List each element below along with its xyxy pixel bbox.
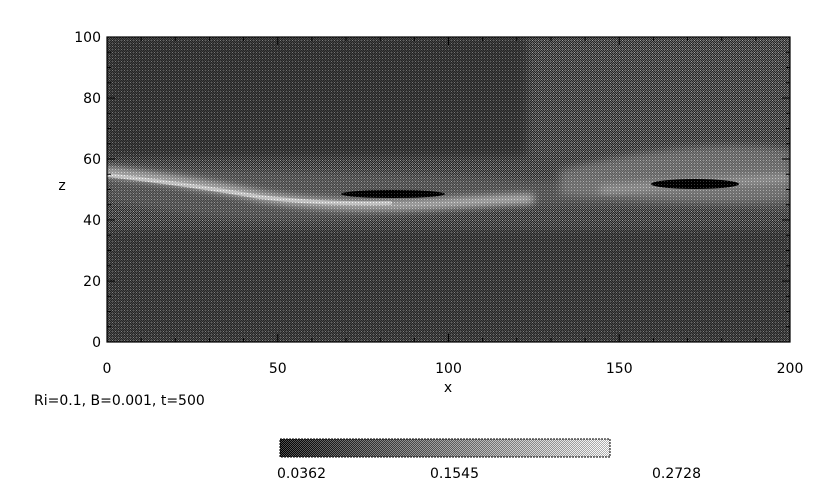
- y-tick-label: 60: [83, 152, 101, 168]
- y-axis-label: z: [58, 178, 65, 194]
- y-tick-label: 20: [83, 274, 101, 290]
- colorbar-label-mid: 0.1545: [430, 466, 479, 482]
- colorbar-label-min: 0.0362: [277, 466, 326, 482]
- parameters-annotation: Ri=0.1, B=0.001, t=500: [34, 393, 205, 409]
- x-tick-label: 150: [606, 361, 633, 377]
- x-axis-label: x: [444, 380, 452, 396]
- x-axis-ticks: 0 50 100 150 200: [103, 37, 804, 377]
- y-axis-ticks: 0 20 40 60 80 100: [74, 30, 790, 351]
- y-tick-label: 0: [92, 335, 101, 351]
- y-tick-label: 80: [83, 91, 101, 107]
- x-tick-label: 50: [269, 361, 287, 377]
- colorbar-label-max: 0.2728: [652, 466, 701, 482]
- x-tick-label: 0: [103, 361, 112, 377]
- colorbar: [279, 438, 611, 458]
- heatmap: [107, 37, 790, 342]
- y-tick-label: 100: [74, 30, 101, 46]
- y-tick-label: 40: [83, 213, 101, 229]
- x-tick-label: 200: [777, 361, 804, 377]
- x-tick-label: 100: [435, 361, 462, 377]
